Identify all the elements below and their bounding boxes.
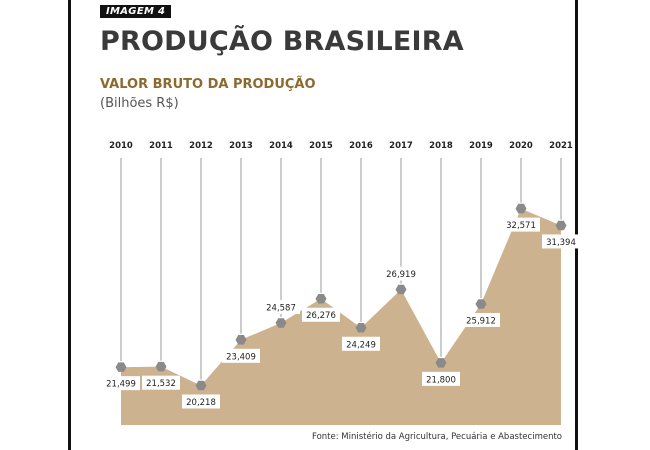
data-label-box bbox=[542, 234, 580, 249]
data-label: 21,532 bbox=[146, 379, 176, 389]
year-label: 2011 bbox=[149, 141, 173, 151]
data-label-box bbox=[462, 312, 500, 327]
data-point-marker bbox=[235, 335, 247, 345]
data-label-box bbox=[302, 307, 340, 322]
data-label-box bbox=[102, 376, 140, 391]
data-point-marker bbox=[275, 318, 287, 328]
year-label: 2021 bbox=[549, 141, 573, 151]
data-label-box bbox=[142, 375, 180, 390]
data-label: 32,571 bbox=[506, 221, 536, 231]
data-label: 31,394 bbox=[546, 238, 576, 248]
data-label-box bbox=[502, 217, 540, 232]
data-label-box bbox=[262, 299, 300, 314]
year-label: 2016 bbox=[349, 141, 373, 151]
source-note: Fonte: Ministério da Agricultura, Pecuár… bbox=[311, 432, 562, 442]
data-point-marker bbox=[315, 294, 327, 304]
data-point-marker bbox=[475, 299, 487, 309]
data-label-box bbox=[342, 336, 380, 351]
image-tag: IMAGEM 4 bbox=[100, 5, 172, 18]
data-label-box bbox=[222, 348, 260, 363]
data-label: 24,249 bbox=[346, 340, 376, 350]
data-point-marker bbox=[395, 284, 407, 295]
year-label: 2017 bbox=[389, 141, 413, 151]
data-label-box bbox=[382, 266, 420, 281]
data-point-marker bbox=[155, 361, 167, 372]
area-series bbox=[121, 208, 561, 425]
data-label: 20,218 bbox=[186, 398, 216, 408]
data-point-marker bbox=[115, 362, 127, 372]
year-label: 2019 bbox=[469, 141, 493, 151]
year-label: 2020 bbox=[509, 141, 533, 151]
year-label: 2015 bbox=[309, 141, 333, 151]
year-label: 2012 bbox=[189, 141, 213, 151]
chart-unit: (Bilhões R$) bbox=[100, 96, 179, 111]
data-label: 26,919 bbox=[386, 270, 416, 280]
chart-title: VALOR BRUTO DA PRODUÇÃO bbox=[100, 77, 316, 92]
data-label: 24,587 bbox=[266, 303, 296, 313]
data-label: 21,499 bbox=[106, 380, 136, 390]
data-point-marker bbox=[555, 220, 567, 231]
data-point-marker bbox=[435, 358, 447, 368]
data-label-box bbox=[422, 371, 460, 386]
data-label: 26,276 bbox=[306, 311, 336, 321]
data-label-box bbox=[182, 394, 220, 409]
data-point-marker bbox=[515, 203, 527, 214]
page-title: PRODUÇÃO BRASILEIRA bbox=[100, 26, 464, 57]
year-label: 2010 bbox=[109, 141, 133, 151]
data-label: 25,912 bbox=[466, 316, 496, 326]
data-label: 23,409 bbox=[226, 352, 256, 362]
year-label: 2018 bbox=[429, 141, 453, 151]
data-label: 21,800 bbox=[426, 375, 456, 385]
data-point-marker bbox=[195, 380, 207, 391]
data-point-marker bbox=[355, 323, 367, 333]
year-label: 2013 bbox=[229, 141, 253, 151]
year-label: 2014 bbox=[269, 141, 293, 151]
